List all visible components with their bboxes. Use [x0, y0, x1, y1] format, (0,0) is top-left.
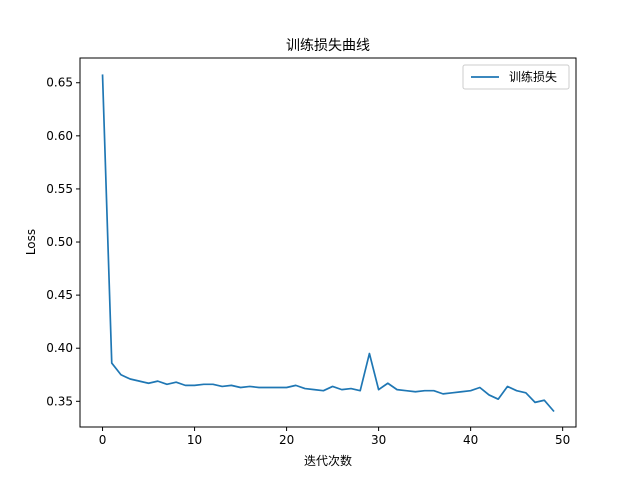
y-tick-label: 0.50 [46, 235, 73, 249]
y-tick-label: 0.55 [46, 182, 73, 196]
series-line [101, 74, 555, 413]
y-axis-label: Loss [24, 229, 38, 255]
legend-label: 训练损失 [509, 69, 557, 84]
x-tick-label: 30 [371, 433, 386, 447]
legend: 训练损失 [462, 64, 570, 90]
y-tick-label: 0.45 [46, 288, 73, 302]
x-axis-ticks: 0 10 20 30 40 50 [99, 427, 570, 447]
x-tick-label: 0 [99, 433, 107, 447]
plot-frame [79, 57, 577, 428]
legend-box [462, 64, 570, 90]
chart-title: 训练损失曲线 [286, 38, 370, 54]
y-tick-label: 0.35 [46, 394, 73, 408]
plot-background [80, 58, 576, 427]
x-tick-label: 40 [463, 433, 478, 447]
y-tick-label: 0.65 [46, 76, 73, 90]
y-tick-label: 0.40 [46, 341, 73, 355]
x-tick-label: 50 [555, 433, 570, 447]
x-tick-label: 20 [279, 433, 294, 447]
series-layer [101, 74, 555, 413]
x-axis-label: 迭代次数 [304, 453, 352, 468]
y-axis-ticks: 0.35 0.40 0.45 0.50 0.55 0.60 0.65 [46, 76, 80, 408]
y-tick-label: 0.60 [46, 129, 73, 143]
x-tick-label: 10 [187, 433, 202, 447]
